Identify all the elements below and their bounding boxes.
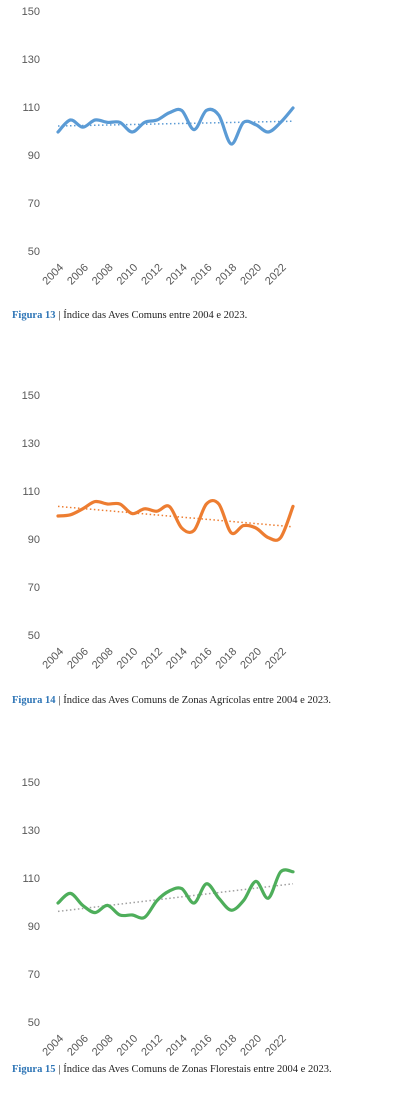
x-tick-label: 2006 <box>65 646 91 672</box>
y-tick-label: 50 <box>28 1017 40 1029</box>
x-tick-label: 2006 <box>65 262 91 288</box>
x-tick-label: 2020 <box>238 1033 264 1059</box>
x-tick-label: 2022 <box>263 262 289 288</box>
x-tick-label: 2008 <box>90 646 116 672</box>
data-line <box>56 498 295 542</box>
trend-line <box>57 505 294 528</box>
x-tick-label: 2016 <box>189 646 215 672</box>
y-tick-label: 150 <box>22 6 40 18</box>
x-tick-label: 2012 <box>139 262 165 288</box>
x-tick-label: 2018 <box>214 646 240 672</box>
x-tick-label: 2004 <box>40 646 66 672</box>
trend-line <box>57 883 294 913</box>
x-tick-label: 2004 <box>40 262 66 288</box>
x-tick-label: 2020 <box>238 262 264 288</box>
y-tick-label: 90 <box>28 921 40 933</box>
x-tick-label: 2004 <box>40 1033 66 1059</box>
x-tick-label: 2014 <box>164 1033 190 1059</box>
y-tick-label: 70 <box>28 582 40 594</box>
y-tick-label: 110 <box>22 873 40 885</box>
x-tick-label: 2022 <box>263 646 289 672</box>
x-tick-label: 2016 <box>189 1033 215 1059</box>
x-tick-label: 2008 <box>90 262 116 288</box>
x-tick-label: 2010 <box>115 262 141 288</box>
y-tick-label: 110 <box>22 102 40 114</box>
x-tick-label: 2010 <box>115 646 141 672</box>
y-tick-label: 130 <box>22 438 40 450</box>
y-tick-label: 130 <box>22 825 40 837</box>
y-tick-label: 150 <box>22 777 40 789</box>
figure-label: Figura 14 <box>12 695 56 706</box>
caption-text: | Índice das Aves Comuns de Zonas Flores… <box>58 1063 331 1075</box>
x-tick-label: 2014 <box>164 646 190 672</box>
y-tick-label: 50 <box>28 246 40 258</box>
caption-text: | Índice das Aves Comuns entre 2004 e 20… <box>58 309 247 321</box>
data-line <box>56 106 295 146</box>
x-tick-label: 2018 <box>214 1033 240 1059</box>
x-tick-label: 2014 <box>164 262 190 288</box>
figure-label: Figura 15 <box>12 1064 55 1075</box>
y-tick-label: 70 <box>28 198 40 210</box>
figure-caption: Figura 14 | Índice das Aves Comuns de Zon… <box>12 694 331 706</box>
caption-text: | Índice das Aves Comuns de Zonas Agríco… <box>58 694 331 706</box>
y-tick-label: 90 <box>28 150 40 162</box>
x-tick-label: 2020 <box>238 646 264 672</box>
figure-label: Figura 13 <box>12 310 55 321</box>
x-tick-label: 2018 <box>214 262 240 288</box>
y-tick-label: 70 <box>28 969 40 981</box>
y-tick-label: 50 <box>28 630 40 642</box>
figure-caption: Figura 15 | Índice das Aves Comuns de Zon… <box>12 1063 332 1075</box>
y-tick-label: 110 <box>22 486 40 498</box>
x-tick-label: 2022 <box>263 1033 289 1059</box>
x-tick-label: 2006 <box>65 1033 91 1059</box>
figure-caption: Figura 13 | Índice das Aves Comuns entre … <box>12 309 247 321</box>
x-tick-label: 2012 <box>139 1033 165 1059</box>
x-tick-label: 2012 <box>139 646 165 672</box>
y-tick-label: 150 <box>22 390 40 402</box>
y-tick-label: 90 <box>28 534 40 546</box>
x-tick-label: 2010 <box>115 1033 141 1059</box>
x-tick-label: 2016 <box>189 262 215 288</box>
data-line <box>56 868 295 920</box>
y-tick-label: 130 <box>22 54 40 66</box>
x-tick-label: 2008 <box>90 1033 116 1059</box>
